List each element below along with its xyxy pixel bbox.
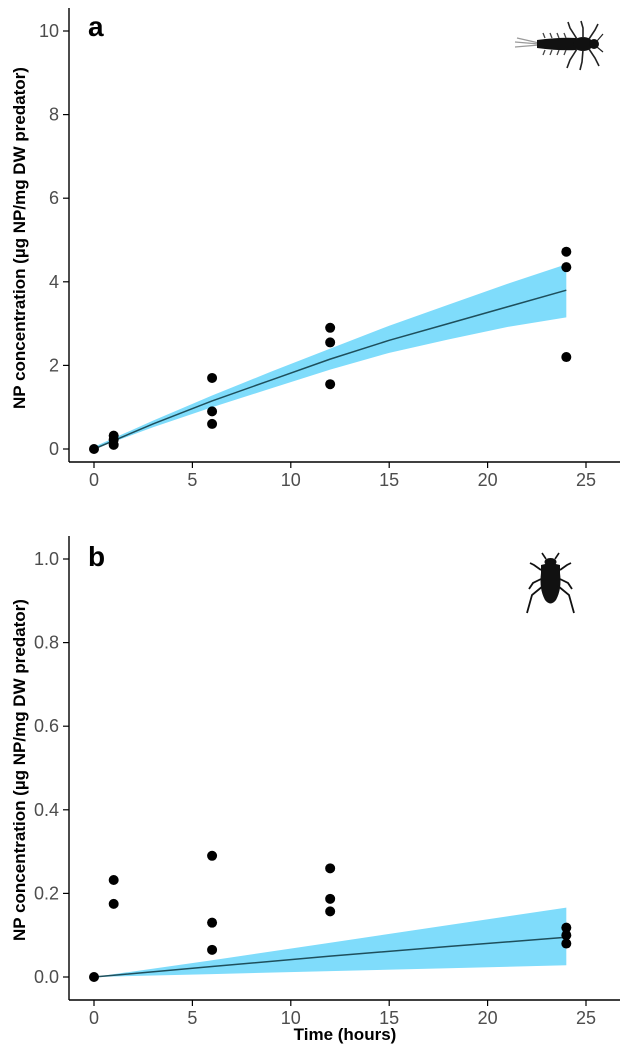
- y-tick-label: 0.0: [34, 967, 59, 987]
- data-point: [108, 898, 119, 909]
- x-tick-label: 5: [187, 470, 197, 490]
- data-point: [207, 944, 218, 955]
- y-axis-title: NP concentration (µg NP/mg DW predator): [10, 67, 29, 409]
- y-tick-label: 0: [49, 439, 59, 459]
- x-tick-label: 15: [379, 470, 399, 490]
- data-point: [325, 322, 336, 333]
- x-tick-label: 25: [576, 1008, 596, 1028]
- data-point: [561, 246, 572, 257]
- panel-label: a: [88, 11, 104, 42]
- mayfly-larva-icon: [514, 20, 604, 71]
- confidence-band: [94, 907, 567, 977]
- x-tick-label: 20: [478, 470, 498, 490]
- confidence-band: [94, 264, 567, 449]
- fit-line: [93, 289, 567, 450]
- data-point: [325, 906, 336, 917]
- x-tick-label: 25: [576, 470, 596, 490]
- y-tick-label: 0.4: [34, 800, 59, 820]
- data-point: [561, 938, 572, 949]
- y-tick-label: 10: [39, 21, 59, 41]
- data-point: [108, 875, 119, 886]
- y-tick-label: 4: [49, 272, 59, 292]
- x-tick-label: 20: [478, 1008, 498, 1028]
- water-beetle-icon: [526, 552, 575, 614]
- x-axis-title: Time (hours): [294, 1025, 397, 1044]
- x-tick-label: 0: [89, 470, 99, 490]
- panel-label: b: [88, 541, 105, 572]
- panel-a: 0 5 10 15 20 25 0 2 4 6 8 10 a NP concentration (µg…: [10, 8, 620, 490]
- data-point: [325, 337, 336, 348]
- y-tick-label: 0.2: [34, 883, 59, 903]
- y-tick-label: 2: [49, 355, 59, 375]
- data-point: [561, 352, 572, 363]
- y-tick-label: 8: [49, 105, 59, 125]
- data-point: [89, 972, 99, 982]
- x-tick-label: 10: [281, 470, 301, 490]
- data-point: [89, 444, 99, 454]
- y-tick-label: 1.0: [34, 549, 59, 569]
- fit-line: [93, 936, 567, 978]
- data-point: [325, 863, 336, 874]
- data-point: [207, 850, 218, 861]
- y-tick-label: 0.6: [34, 716, 59, 736]
- x-tick-label: 10: [281, 1008, 301, 1028]
- data-point: [207, 917, 218, 928]
- y-tick-label: 0.8: [34, 633, 59, 653]
- data-point: [108, 430, 119, 441]
- y-axis-title: NP concentration (µg NP/mg DW predator): [10, 599, 29, 941]
- data-point: [561, 930, 572, 941]
- panel-b: 0 5 10 15 20 25 0.0 0.2 0.4 0.6 0.8 1.0 b NP concen…: [10, 536, 620, 1044]
- data-point: [207, 406, 218, 417]
- data-point: [325, 893, 336, 904]
- x-tick-label: 0: [89, 1008, 99, 1028]
- data-point: [207, 372, 218, 383]
- x-tick-label: 15: [379, 1008, 399, 1028]
- data-point: [207, 418, 218, 429]
- data-point: [561, 922, 572, 933]
- y-tick-label: 6: [49, 188, 59, 208]
- data-point: [561, 262, 572, 273]
- x-tick-label: 5: [187, 1008, 197, 1028]
- data-point: [325, 379, 336, 390]
